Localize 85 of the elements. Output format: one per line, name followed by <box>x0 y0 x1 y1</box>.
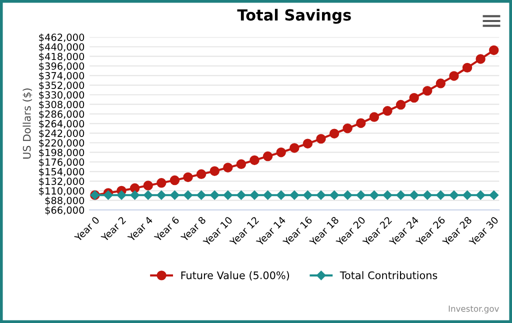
y-tick-label: $264,000 <box>39 120 84 129</box>
y-tick-label: $66,000 <box>45 206 84 216</box>
y-tick-label: $242,000 <box>39 129 84 138</box>
legend-label: Future Value (5.00%) <box>181 271 290 280</box>
point <box>236 159 246 169</box>
point <box>303 190 312 200</box>
point <box>276 190 286 200</box>
point <box>183 190 193 200</box>
point <box>329 128 340 138</box>
y-tick-label: $374,000 <box>39 72 84 81</box>
y-tick-label: $220,000 <box>39 139 84 148</box>
text: Investor.gov <box>448 306 499 314</box>
point <box>143 190 153 200</box>
point <box>489 45 499 56</box>
legend-label: Total Contributions <box>340 271 438 280</box>
point <box>262 151 273 162</box>
point <box>276 147 286 158</box>
y-axis-title: US Dollars ($) <box>22 88 32 159</box>
y-tick-label: $396,000 <box>39 62 84 72</box>
point <box>316 134 326 144</box>
point <box>422 86 432 96</box>
point <box>130 183 140 193</box>
point <box>369 112 380 122</box>
point <box>342 123 352 134</box>
point <box>449 71 459 81</box>
point <box>476 54 486 64</box>
y-tick-label: $110,000 <box>39 187 84 196</box>
point <box>170 190 180 200</box>
point <box>130 190 140 200</box>
point <box>330 190 339 200</box>
point <box>462 62 472 73</box>
y-tick-label: $462,000 <box>39 33 84 42</box>
point <box>210 190 220 200</box>
point <box>422 190 432 200</box>
point <box>436 190 446 200</box>
point <box>156 178 166 188</box>
point <box>316 190 326 200</box>
point <box>342 190 352 200</box>
point <box>196 169 206 180</box>
point <box>302 138 313 148</box>
point <box>462 190 472 200</box>
point <box>382 106 392 116</box>
point <box>370 190 379 200</box>
point <box>223 162 233 172</box>
point <box>382 190 392 200</box>
x-tick-label: Year 6 <box>154 216 180 242</box>
point <box>356 118 366 128</box>
point <box>409 92 419 103</box>
point <box>290 190 300 200</box>
point <box>396 190 406 200</box>
point <box>356 190 366 200</box>
point <box>170 175 180 186</box>
point <box>396 100 406 110</box>
y-tick-label: $286,000 <box>39 110 84 120</box>
point <box>196 190 206 200</box>
point <box>449 190 459 200</box>
point <box>183 172 193 182</box>
point <box>250 155 260 166</box>
point <box>143 180 153 190</box>
y-tick-label: $308,000 <box>39 100 84 110</box>
point <box>250 190 260 200</box>
point <box>263 190 272 200</box>
point <box>156 190 166 200</box>
chart-title: Total Savings <box>237 8 351 24</box>
y-tick-label: $154,000 <box>39 168 84 177</box>
x-tick-label: Year 4 <box>127 216 154 242</box>
point <box>489 190 499 200</box>
point <box>116 190 126 200</box>
point <box>210 166 220 176</box>
point <box>476 190 486 200</box>
y-tick-label: $330,000 <box>39 91 84 100</box>
x-tick-label: Year 2 <box>100 216 126 242</box>
y-tick-label: $418,000 <box>39 52 84 62</box>
y-tick-label: $176,000 <box>39 158 84 168</box>
y-tick-label: $352,000 <box>39 81 84 90</box>
point <box>290 143 300 153</box>
y-tick-label: $88,000 <box>45 196 84 206</box>
point <box>223 190 233 200</box>
y-tick-label: $440,000 <box>39 43 84 52</box>
x-tick-label: Year 0 <box>74 216 100 242</box>
y-tick-label: $132,000 <box>39 177 84 186</box>
point <box>409 190 419 200</box>
y-tick-label: $198,000 <box>39 148 84 158</box>
point <box>436 78 446 88</box>
point <box>236 190 246 200</box>
